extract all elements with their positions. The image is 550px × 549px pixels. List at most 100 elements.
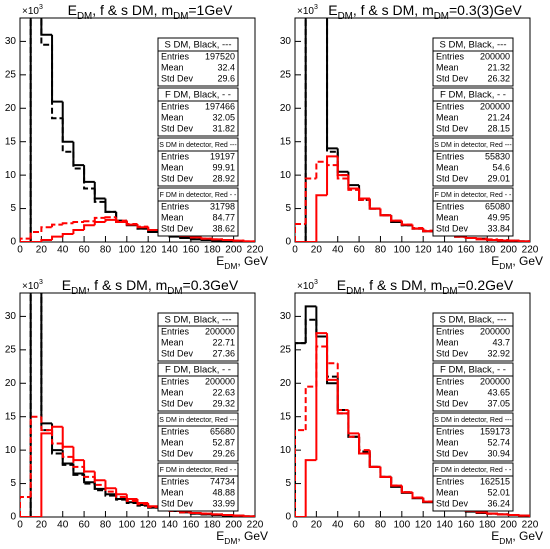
stat-label: Entries bbox=[161, 101, 190, 111]
histogram-step bbox=[72, 228, 85, 234]
stat-value: 29.6 bbox=[217, 73, 235, 83]
histogram-step bbox=[93, 471, 106, 482]
y-tick-label: 25 bbox=[5, 69, 17, 80]
histogram-step bbox=[20, 237, 31, 242]
histogram-step bbox=[136, 223, 149, 228]
histogram-step bbox=[61, 426, 74, 448]
x-axis-label-part: DM bbox=[224, 261, 237, 271]
histogram-step bbox=[243, 240, 255, 242]
stat-label: Std Dev bbox=[436, 498, 469, 508]
y-multiplier: ×103 bbox=[22, 4, 43, 16]
x-tick-label: 0 bbox=[17, 245, 23, 256]
x-tick-label: 80 bbox=[100, 520, 112, 531]
stat-value: 22.63 bbox=[212, 387, 235, 397]
x-tick-label: 160 bbox=[458, 520, 475, 531]
stat-label: Mean bbox=[161, 337, 184, 347]
stat-label: Mean bbox=[436, 212, 459, 222]
stat-value: 29.26 bbox=[212, 448, 235, 458]
histogram-step bbox=[400, 485, 413, 494]
y-tick-label: 25 bbox=[280, 69, 292, 80]
histogram-step bbox=[422, 227, 434, 232]
histogram-step bbox=[368, 199, 381, 210]
x-tick-label: 20 bbox=[311, 520, 323, 531]
histogram-step bbox=[200, 237, 213, 240]
histogram-step bbox=[83, 460, 95, 473]
histogram-step bbox=[61, 443, 74, 458]
x-tick-label: 140 bbox=[161, 245, 178, 256]
stat-value: 52.01 bbox=[487, 487, 510, 497]
histogram-step bbox=[232, 239, 245, 242]
histogram-step bbox=[93, 476, 106, 486]
stat-value: 84.77 bbox=[212, 212, 235, 222]
histogram-step bbox=[83, 224, 95, 230]
histogram-step bbox=[304, 18, 307, 242]
stat-value: 200000 bbox=[480, 376, 510, 386]
x-tick-label: 160 bbox=[183, 520, 200, 531]
chart-title-part: DM bbox=[346, 286, 361, 297]
stat-box bbox=[157, 312, 239, 362]
stat-value: 74734 bbox=[210, 476, 235, 486]
histogram-step bbox=[147, 226, 159, 231]
x-tick-label: 140 bbox=[161, 520, 178, 531]
stat-value: 52.87 bbox=[212, 437, 235, 447]
stat-value: 48.88 bbox=[212, 487, 235, 497]
chart-title-part: DM bbox=[442, 286, 457, 297]
histogram-step bbox=[211, 513, 223, 516]
stat-label: Entries bbox=[436, 476, 465, 486]
histogram-step bbox=[368, 198, 381, 210]
histogram-step bbox=[211, 238, 223, 241]
chart-title-part: , f & s DM, m bbox=[353, 2, 434, 18]
stat-box bbox=[432, 362, 514, 412]
stat-box-title: S DM in detector, Red --- bbox=[434, 142, 512, 149]
chart-title-part: DM bbox=[173, 11, 188, 22]
chart-title-part: E bbox=[68, 2, 77, 18]
stat-value: 31.82 bbox=[212, 123, 235, 133]
stat-label: Mean bbox=[161, 387, 184, 397]
stat-label: Std Dev bbox=[436, 398, 469, 408]
stat-label: Entries bbox=[436, 376, 465, 386]
y-tick-label: 10 bbox=[5, 445, 17, 456]
y-tick-label: 5 bbox=[10, 203, 16, 214]
stat-box-title: F DM, Black, - - bbox=[440, 90, 506, 101]
x-tick-label: 40 bbox=[332, 520, 344, 531]
histogram-step bbox=[20, 495, 31, 517]
stat-value: 65680 bbox=[210, 426, 235, 436]
histogram-step bbox=[326, 18, 338, 153]
histogram-step bbox=[315, 306, 328, 338]
histogram-step bbox=[358, 185, 370, 200]
stat-label: Std Dev bbox=[161, 73, 194, 83]
x-tick-label: 100 bbox=[393, 245, 410, 256]
y-tick-label: 15 bbox=[280, 411, 292, 422]
histogram-step bbox=[40, 293, 53, 432]
stat-label: Std Dev bbox=[161, 123, 194, 133]
stat-label: Mean bbox=[436, 112, 459, 122]
x-axis-label-part: DM bbox=[499, 261, 512, 271]
stat-box-title: F DM in detector, Red - - bbox=[435, 192, 512, 199]
stat-value: 27.36 bbox=[212, 348, 235, 358]
chart-title-part: =0.2GeV bbox=[458, 277, 514, 293]
stat-value: 99.91 bbox=[212, 162, 235, 172]
stat-label: Entries bbox=[436, 326, 465, 336]
x-axis-label-part: , GeV bbox=[237, 529, 268, 543]
histogram-step bbox=[125, 494, 138, 500]
stat-box-title: F DM in detector, Red - - bbox=[160, 192, 237, 199]
histogram-step bbox=[72, 151, 85, 170]
chart-title: EDM, f & s DM, mDM=0.3(3)GeV bbox=[328, 2, 522, 22]
histogram-step bbox=[518, 240, 530, 242]
y-multiplier-part: 3 bbox=[39, 4, 43, 11]
x-axis-label: EDM, GeV bbox=[491, 529, 543, 546]
x-tick-label: 40 bbox=[332, 245, 344, 256]
histogram-step bbox=[518, 514, 530, 517]
x-axis-label-part: E bbox=[491, 254, 499, 268]
histogram-step bbox=[83, 165, 95, 183]
stat-value: 52.74 bbox=[487, 437, 510, 447]
histogram-step bbox=[390, 476, 402, 487]
y-multiplier: ×103 bbox=[297, 4, 318, 16]
y-tick-label: 25 bbox=[5, 344, 17, 355]
stat-label: Std Dev bbox=[161, 448, 194, 458]
histogram-step bbox=[304, 459, 317, 517]
stat-label: Std Dev bbox=[161, 398, 194, 408]
x-tick-label: 40 bbox=[57, 520, 69, 531]
stat-label: Entries bbox=[436, 151, 465, 161]
x-tick-label: 20 bbox=[36, 245, 48, 256]
